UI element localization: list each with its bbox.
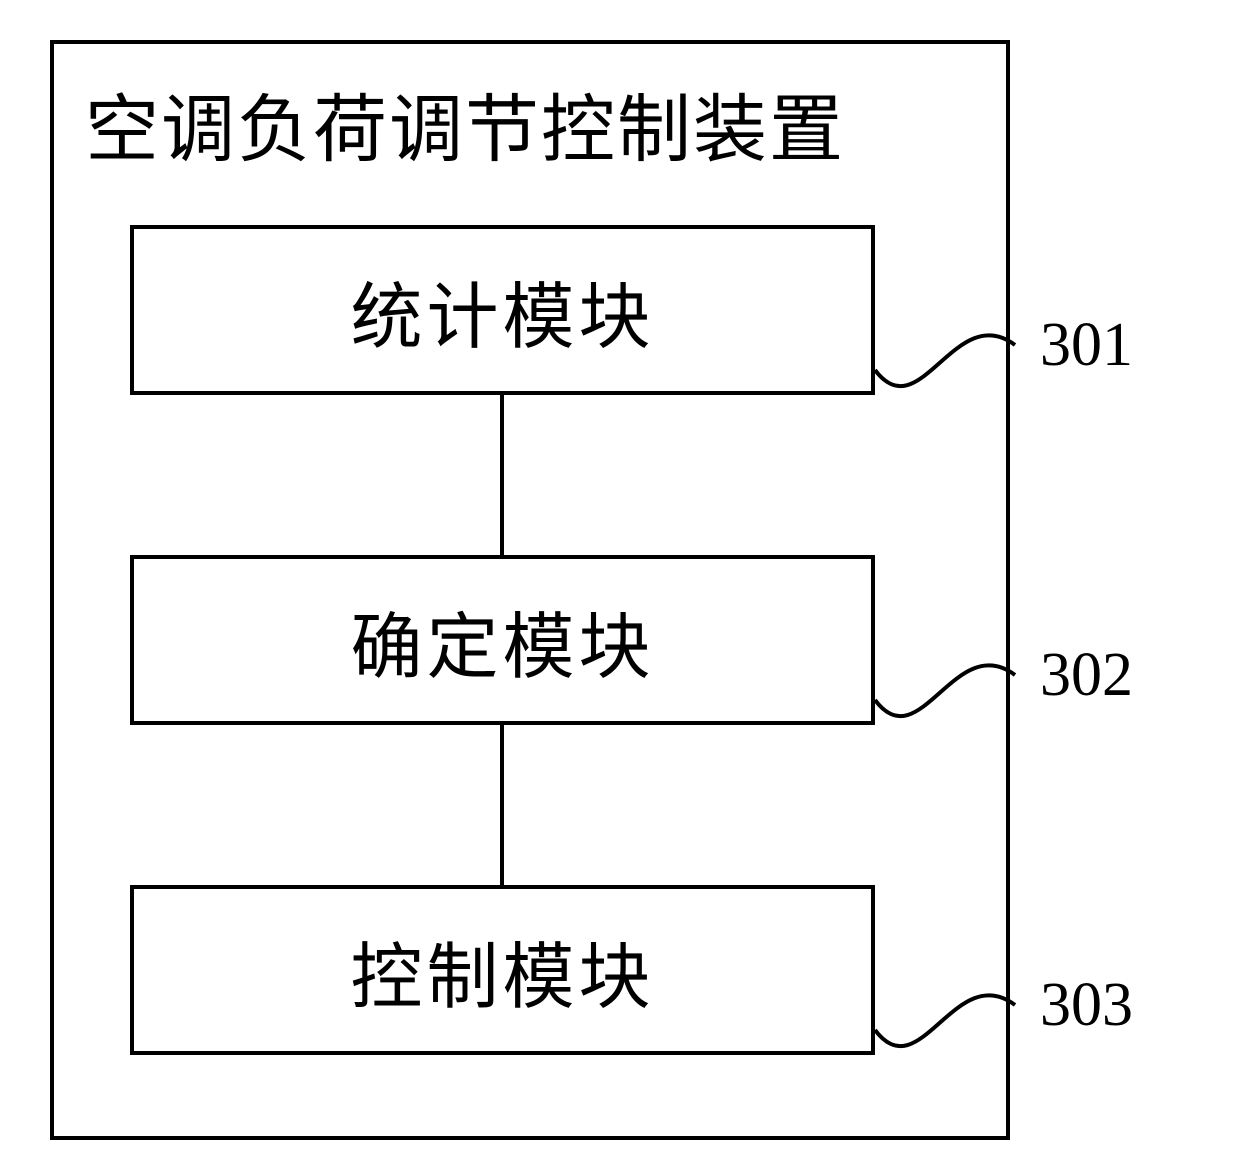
ref-number-3: 303 [1040,970,1133,1041]
leader-path-3 [875,995,1015,1046]
